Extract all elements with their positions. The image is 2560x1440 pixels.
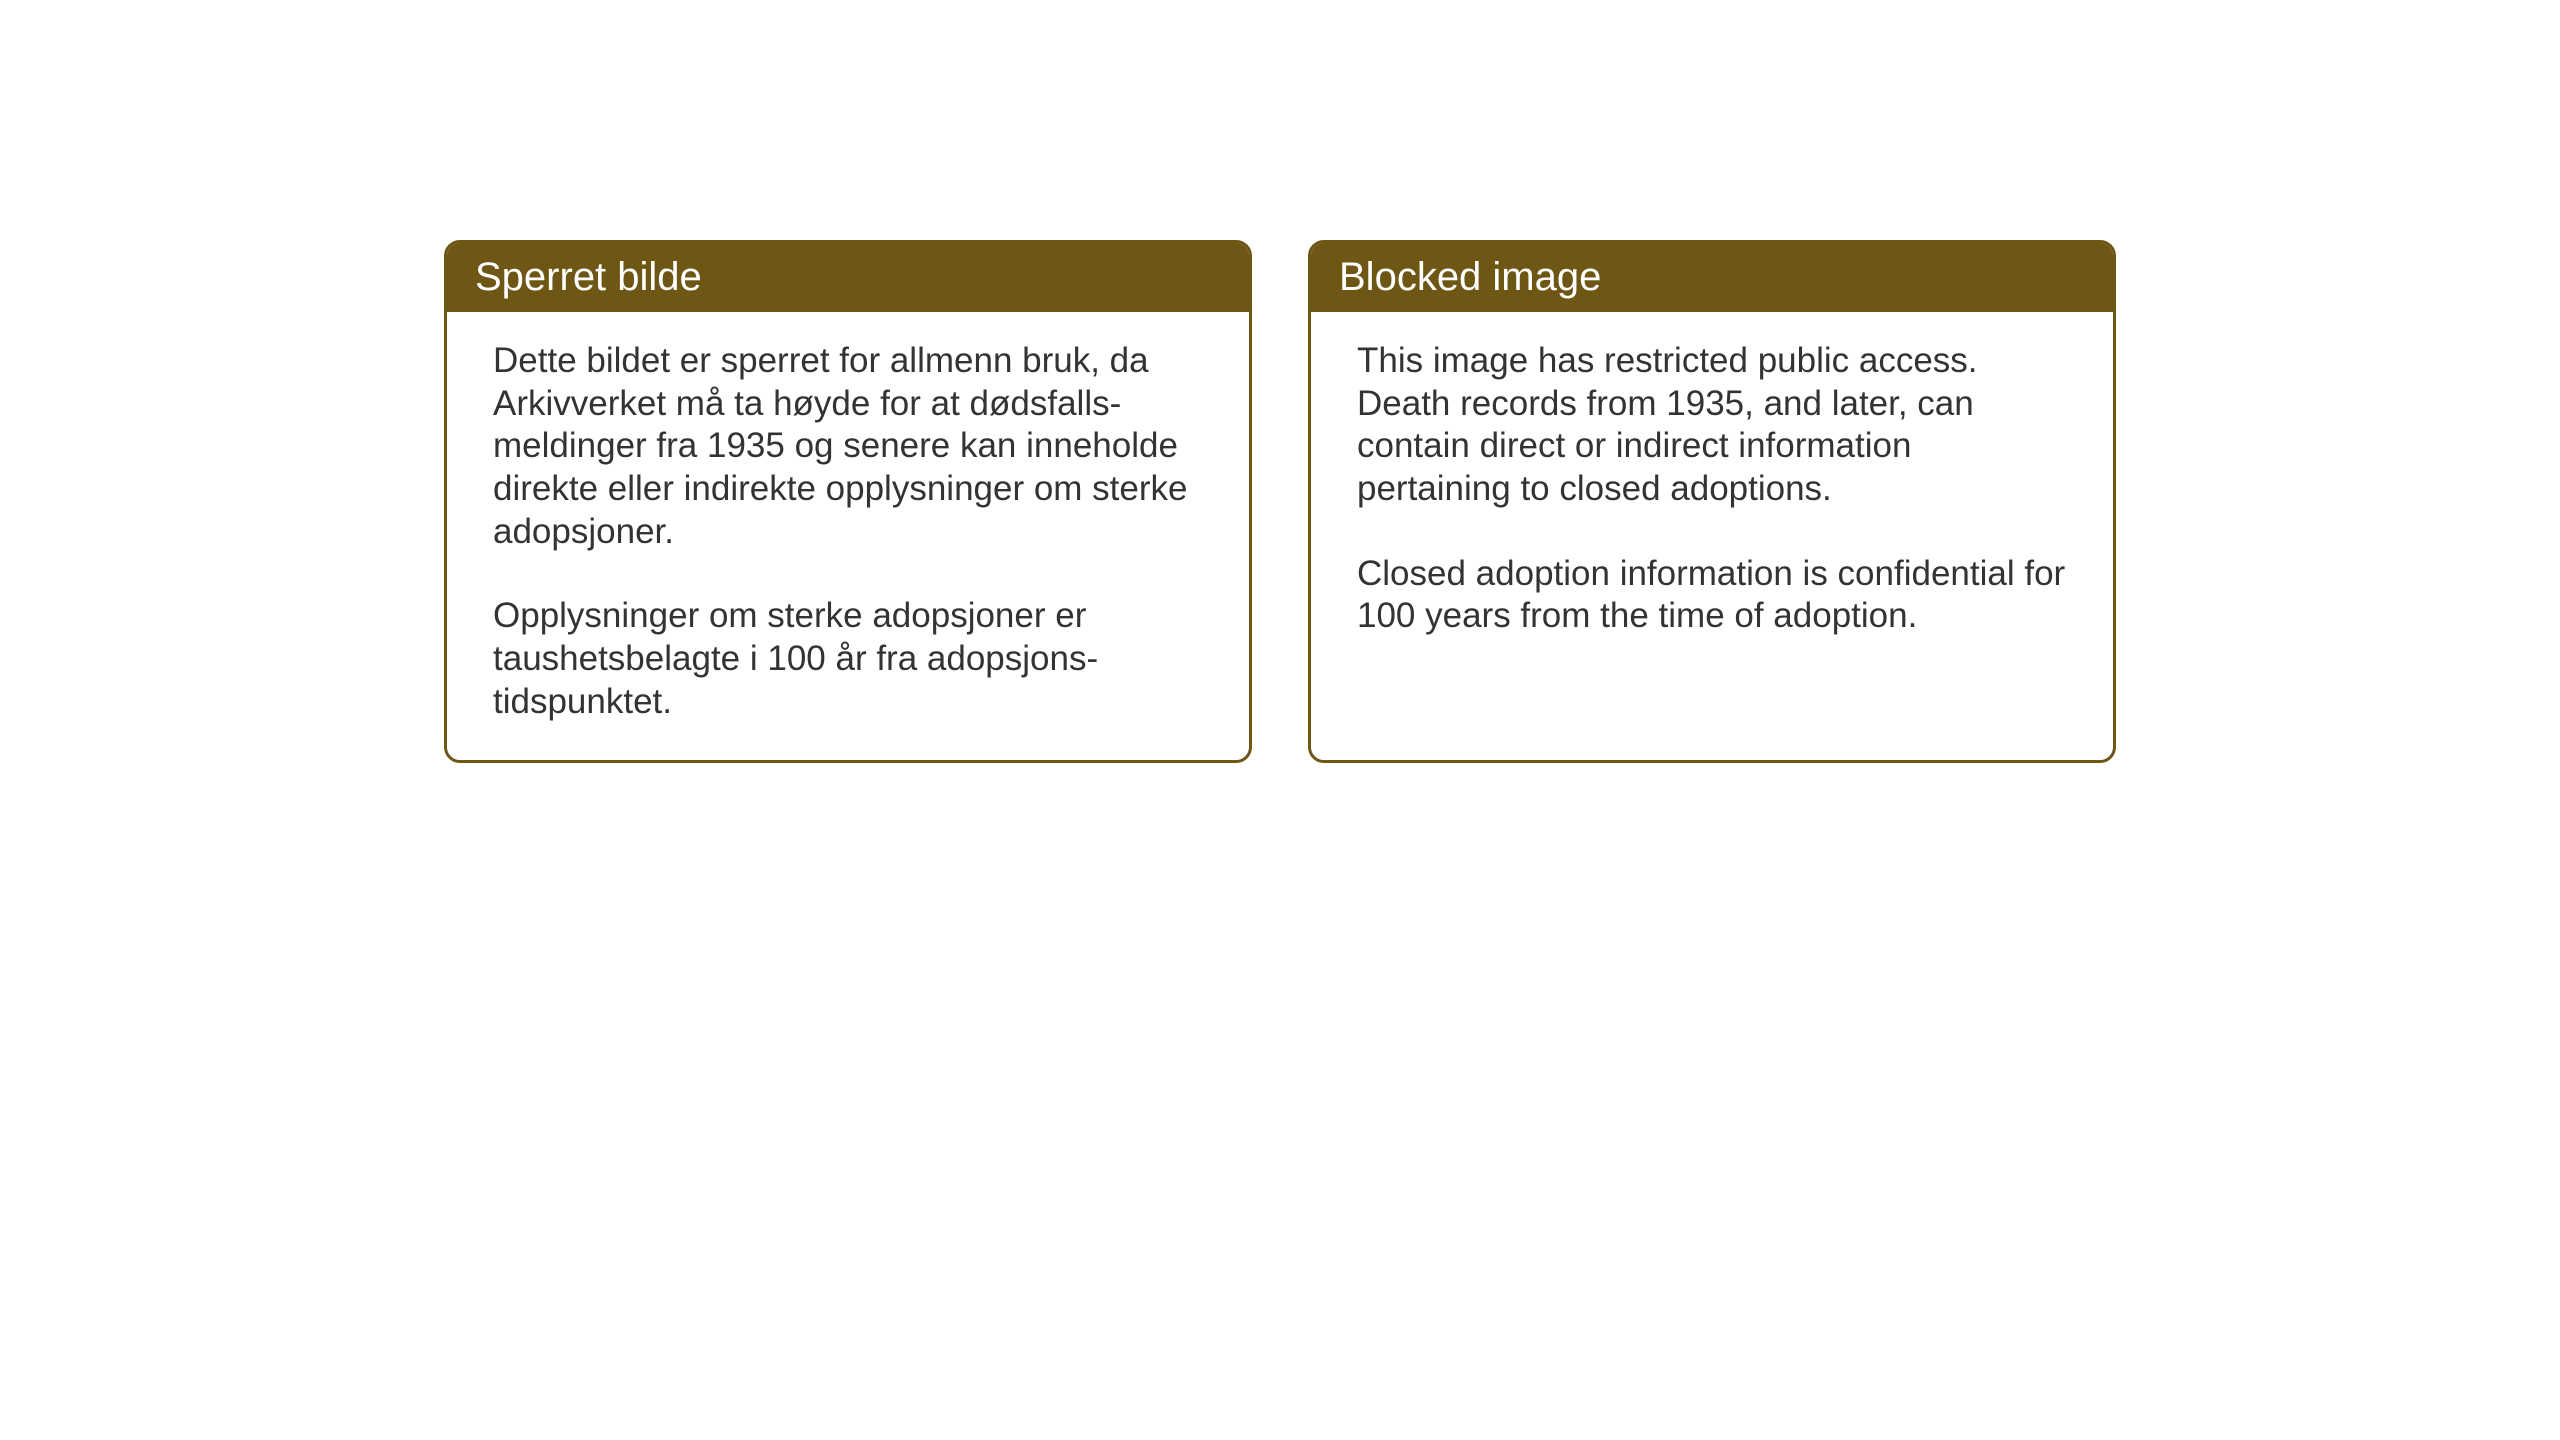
card-paragraph-2: Opplysninger om sterke adopsjoner er tau… <box>493 595 1203 723</box>
card-header: Blocked image <box>1311 243 2113 312</box>
card-paragraph-2: Closed adoption information is confident… <box>1357 553 2067 638</box>
card-body: This image has restricted public access.… <box>1311 312 2113 674</box>
notice-card-norwegian: Sperret bilde Dette bildet er sperret fo… <box>444 240 1252 763</box>
card-header: Sperret bilde <box>447 243 1249 312</box>
card-title: Blocked image <box>1339 255 1601 299</box>
notice-card-english: Blocked image This image has restricted … <box>1308 240 2116 763</box>
card-title: Sperret bilde <box>475 255 702 299</box>
notice-container: Sperret bilde Dette bildet er sperret fo… <box>444 240 2116 763</box>
card-body: Dette bildet er sperret for allmenn bruk… <box>447 312 1249 760</box>
card-paragraph-1: Dette bildet er sperret for allmenn bruk… <box>493 340 1203 553</box>
card-paragraph-1: This image has restricted public access.… <box>1357 340 2067 511</box>
